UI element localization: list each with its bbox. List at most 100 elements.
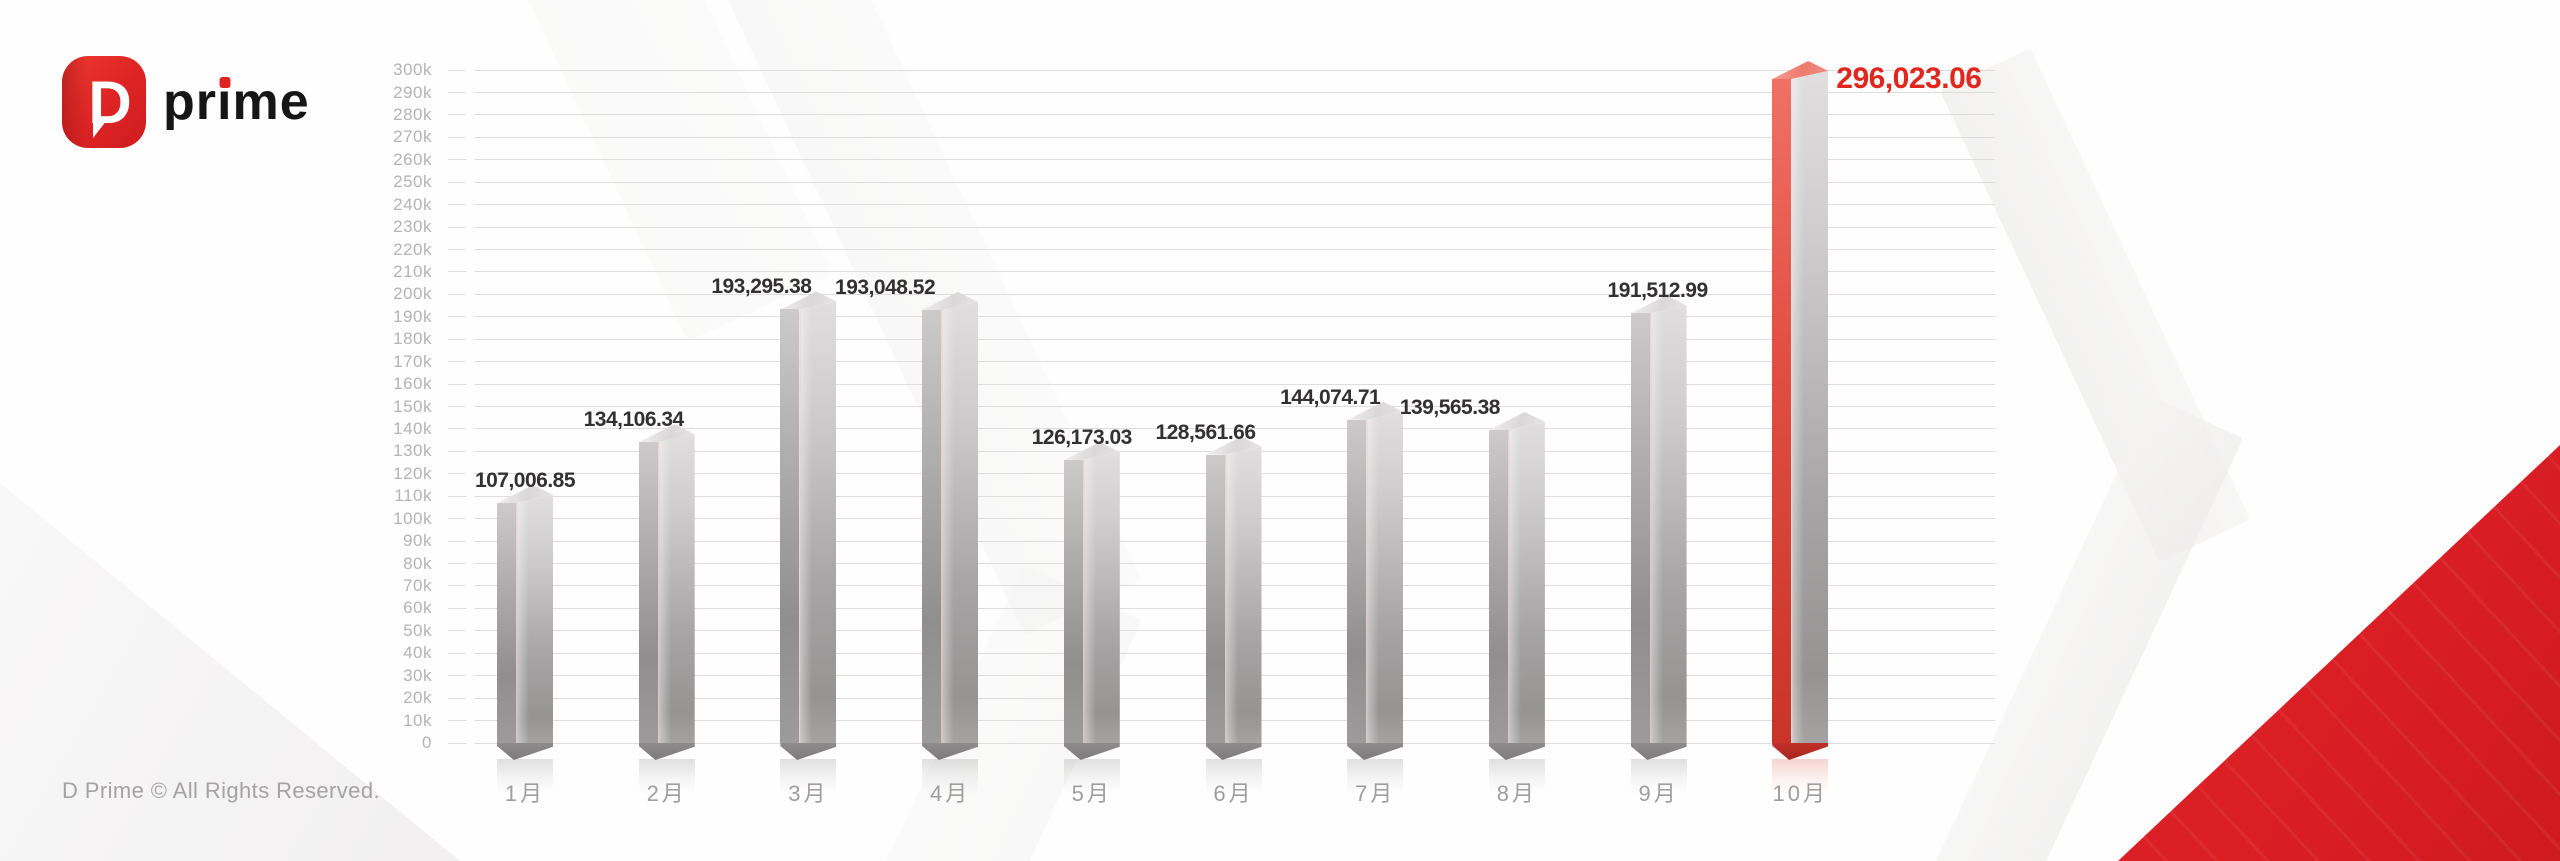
bar-refl xyxy=(638,758,695,803)
y-tick-label: 230k xyxy=(393,217,432,237)
bar-refl xyxy=(1772,758,1829,803)
y-tick-label: 260k xyxy=(393,149,432,169)
bar-value-label: 139,565.38 xyxy=(1399,395,1501,419)
bar-value-label-highlight: 296,023.06 xyxy=(1836,62,1982,96)
y-tick-label: 90k xyxy=(403,531,432,551)
y-tick-label: 70k xyxy=(403,575,432,595)
bar-front xyxy=(1791,71,1829,743)
brand-name-i: ı xyxy=(217,73,233,131)
brand-i-dot-icon xyxy=(219,77,231,88)
bar-base xyxy=(922,742,979,760)
bar xyxy=(638,424,695,803)
bar-value-label: 193,048.52 xyxy=(835,275,936,299)
x-tick-label: 5月 xyxy=(1071,781,1112,806)
x-tick-label: 6月 xyxy=(1213,781,1254,806)
bar-refl xyxy=(497,758,553,803)
bar-value-label: 107,006.85 xyxy=(474,468,576,492)
bar-base xyxy=(1205,742,1262,760)
bar-base xyxy=(497,742,553,760)
x-tick-label: 3月 xyxy=(788,781,829,806)
gridline xyxy=(448,69,1995,71)
y-tick-label: 240k xyxy=(393,194,432,214)
y-tick-label: 150k xyxy=(393,396,432,416)
y-tick-label: 180k xyxy=(393,329,432,349)
y-tick-label: 50k xyxy=(403,620,432,640)
gridline xyxy=(448,383,1995,385)
bar xyxy=(1488,411,1545,803)
bar-side xyxy=(497,502,516,743)
gridline xyxy=(448,226,1995,228)
bar-value-label: 128,561.66 xyxy=(1155,420,1256,444)
brand-mark-d-icon: D xyxy=(62,56,146,148)
bar-front xyxy=(1507,421,1545,743)
bar-base xyxy=(1488,742,1545,760)
gridline xyxy=(448,204,1995,206)
bar-base xyxy=(1630,742,1687,760)
y-tick-label: 120k xyxy=(393,463,432,483)
bar xyxy=(497,484,553,803)
bar-side xyxy=(1488,429,1508,743)
gridline xyxy=(448,361,1995,363)
gridline xyxy=(448,338,1995,340)
y-tick-label: 210k xyxy=(393,261,432,281)
bar-side xyxy=(1772,79,1792,743)
bar-side xyxy=(922,309,942,743)
brand-logo: D prı me xyxy=(62,56,310,148)
bar-base xyxy=(638,742,695,760)
gridline xyxy=(448,92,1995,94)
x-tick-label: 2月 xyxy=(646,781,687,806)
bar-front xyxy=(1649,305,1687,743)
y-tick-label: 40k xyxy=(403,643,432,663)
gridline xyxy=(448,428,1995,430)
bar-base xyxy=(780,742,837,760)
bar-front xyxy=(516,494,553,743)
bar-front xyxy=(657,434,695,743)
bar-highlight xyxy=(1772,61,1829,803)
bar-front xyxy=(1366,411,1404,743)
y-tick-label: 100k xyxy=(393,508,432,528)
bar-front xyxy=(941,301,979,743)
x-tick-label: 10月 xyxy=(1772,781,1829,806)
y-tick-label: 170k xyxy=(393,351,432,371)
x-tick-label: 9月 xyxy=(1638,781,1679,806)
y-tick-label: 140k xyxy=(393,418,432,438)
bar-side xyxy=(780,309,800,743)
bar-side xyxy=(1063,459,1083,743)
y-tick-label: 290k xyxy=(393,82,432,102)
x-tick-label: 1月 xyxy=(504,781,546,806)
bar-refl xyxy=(1205,758,1262,803)
bar xyxy=(922,291,979,803)
y-tick-label: 0 xyxy=(422,733,432,752)
gridline xyxy=(448,249,1995,251)
gridline xyxy=(448,159,1995,161)
bar-refl xyxy=(1347,758,1404,803)
bar-base xyxy=(1063,742,1120,760)
bar xyxy=(1630,295,1687,803)
y-tick-label: 270k xyxy=(393,127,432,147)
bar xyxy=(780,291,837,803)
bar-side xyxy=(1630,313,1650,743)
bar-side xyxy=(1205,454,1225,743)
y-tick-label: 190k xyxy=(393,306,432,326)
x-tick-label: 4月 xyxy=(929,781,971,806)
gridline xyxy=(448,316,1995,318)
bar-refl xyxy=(780,758,837,803)
y-tick-label: 30k xyxy=(403,665,432,685)
y-tick-label: 80k xyxy=(403,553,432,573)
y-tick-label: 20k xyxy=(403,688,432,708)
bar xyxy=(1063,441,1120,803)
bar-front xyxy=(1224,446,1262,743)
bar-value-label: 126,173.03 xyxy=(1031,425,1133,449)
bar-value-label: 144,074.71 xyxy=(1280,385,1381,409)
brand-name-me: me xyxy=(232,73,310,131)
x-tick-label: 8月 xyxy=(1496,781,1538,806)
bar-side xyxy=(1347,419,1367,743)
gridline xyxy=(448,114,1995,116)
y-tick-label: 250k xyxy=(393,172,432,192)
y-tick-label: 220k xyxy=(393,239,432,259)
y-tick-label: 10k xyxy=(403,710,432,730)
x-tick-label: 7月 xyxy=(1355,781,1396,806)
bar-front xyxy=(799,301,837,743)
y-tick-label: 130k xyxy=(393,441,432,461)
